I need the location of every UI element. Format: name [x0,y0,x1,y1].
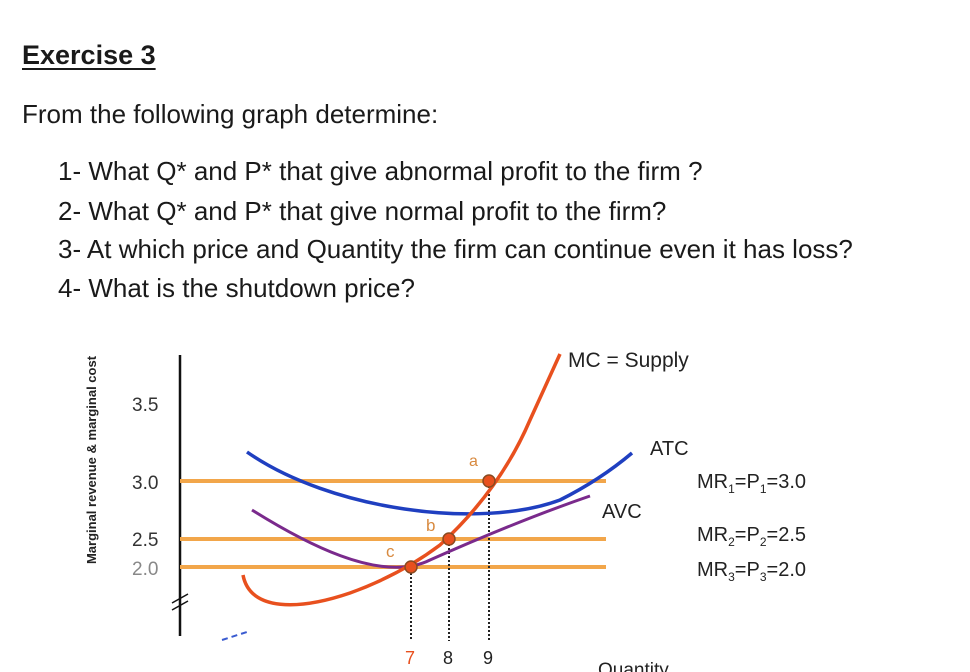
y-tick-label: 3.0 [132,473,158,494]
mr1-label: MR1=P1=3.0 [697,471,806,496]
mr2-label: MR2=P2=2.5 [697,524,806,549]
atc-label: ATC [650,438,689,460]
y-axis-label: Marginal revenue & marginal cost [84,355,99,564]
cost-revenue-chart: Marginal revenue & marginal cost 3.5 3.0… [84,349,806,672]
y-tick-label: 3.5 [132,395,158,416]
avc-curve [251,494,591,569]
question-3: 3- At which price and Quantity the firm … [58,234,853,264]
point-c-label: c [386,542,395,561]
x-tick-label: 9 [483,648,493,668]
point-a-marker [482,474,496,488]
point-c-marker [404,560,418,574]
question-1: 1- What Q* and P* that give abnormal pro… [58,156,703,186]
x-tick-label: 8 [443,648,453,668]
y-axis-break-mark [171,593,189,604]
intro-text: From the following graph determine: [22,99,439,129]
mr3-label: MR3=P3=2.0 [697,559,806,584]
question-4: 4- What is the shutdown price? [58,273,415,303]
x-axis-label: Quantity [598,660,669,672]
point-b-label: b [426,516,435,535]
point-b-marker [442,532,456,546]
y-axis-break-mark [171,600,189,611]
y-tick-label: 2.0 [132,559,158,580]
mc-supply-label: MC = Supply [568,349,689,372]
avc-label: AVC [602,501,642,523]
y-tick-label: 2.5 [132,530,158,551]
question-2: 2- What Q* and P* that give normal profi… [58,196,667,226]
x-axis-stub [221,630,251,641]
exercise-title: Exercise 3 [22,40,156,70]
x-tick-label: 7 [405,648,415,668]
atc-curve [245,450,634,516]
point-a-label: a [469,453,478,470]
